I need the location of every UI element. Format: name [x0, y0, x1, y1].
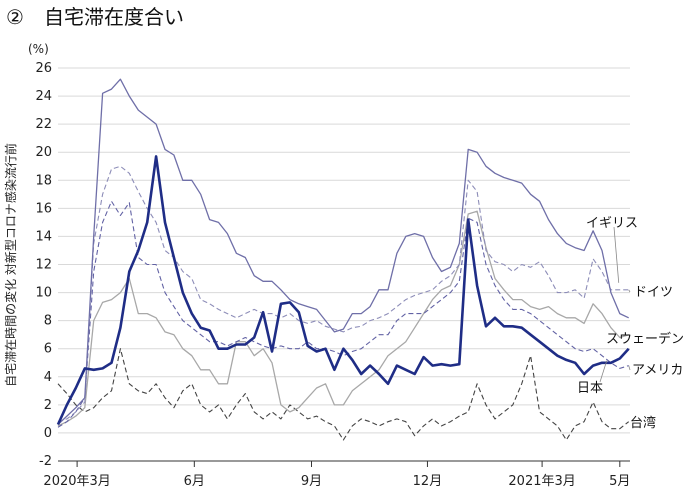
y-tick-label: 24 — [35, 89, 52, 104]
series-end-label: 台湾 — [630, 415, 656, 431]
y-tick-label: -2 — [39, 454, 52, 469]
series-line — [56, 155, 630, 426]
series-line — [57, 200, 629, 428]
series-end-label: 日本 — [577, 381, 603, 396]
y-tick-label: 2 — [44, 398, 52, 413]
y-tick-label: 0 — [44, 426, 52, 441]
gridlines — [58, 67, 630, 462]
chart-title: 自宅滞在度合い — [44, 5, 184, 29]
series-line — [57, 210, 629, 427]
y-tick-label: 18 — [35, 173, 52, 188]
x-tick-label: 2021年3月 — [508, 474, 575, 489]
leader-line — [599, 360, 608, 383]
y-tick-label: 20 — [35, 145, 52, 160]
y-tick-label: 26 — [35, 61, 52, 76]
series-line — [57, 348, 630, 441]
series-end-label: ドイツ — [634, 285, 673, 300]
y-tick-label: 6 — [44, 342, 52, 357]
leader-line — [613, 226, 620, 283]
series-lines — [56, 78, 630, 441]
y-unit-label: (%) — [28, 42, 49, 56]
y-tick-label: 10 — [35, 286, 52, 301]
y-tick-label: 16 — [35, 201, 52, 216]
series-line — [57, 165, 629, 423]
leader-line — [628, 365, 631, 371]
series-end-label: アメリカ — [632, 363, 683, 378]
x-tick-label: 5月 — [609, 474, 630, 489]
y-tick-label: 22 — [35, 117, 52, 132]
series-line — [57, 78, 629, 425]
x-tick-label: 2020年3月 — [43, 474, 110, 489]
y-tick-label: 12 — [35, 258, 52, 273]
series-end-label: スウェーデン — [606, 331, 684, 347]
x-tick-label: 9月 — [301, 474, 322, 489]
x-axis-ticks: 2020年3月 6月 9月 12月 2021年3月 5月 — [43, 460, 630, 489]
chart-number: ② — [6, 5, 24, 29]
x-tick-label: 12月 — [413, 474, 443, 489]
x-tick-label: 6月 — [184, 474, 205, 489]
y-tick-label: 14 — [35, 229, 52, 244]
leader-line — [628, 289, 631, 293]
y-tick-label: 4 — [44, 370, 52, 385]
y-tick-label: 8 — [44, 314, 52, 329]
y-axis-label: 自宅滞在時間の変化 対新型コロナ感染流行前 — [3, 143, 18, 387]
series-end-label: イギリス — [586, 216, 638, 231]
